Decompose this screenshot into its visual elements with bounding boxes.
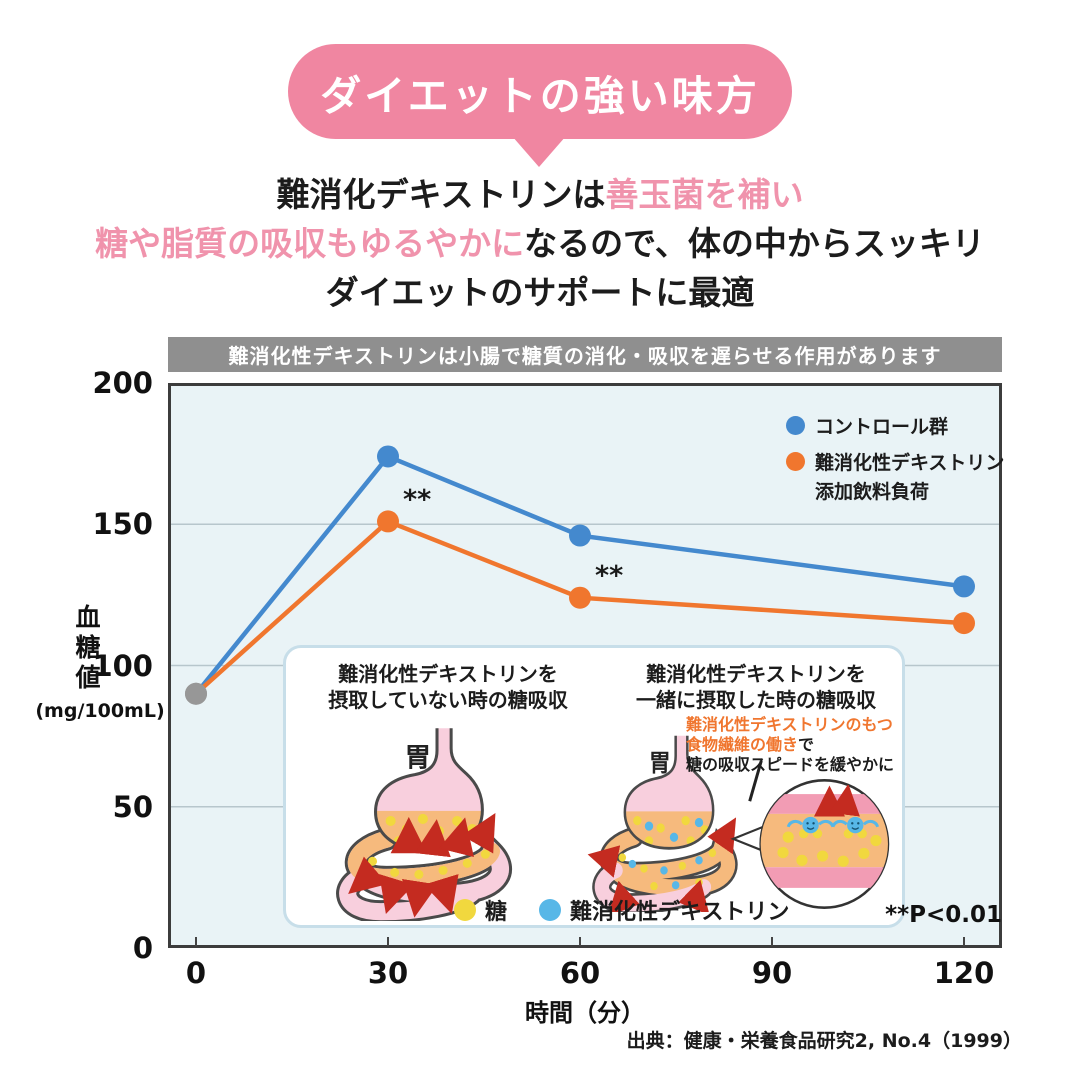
legend-label-dextrin-line1: 難消化性デキストリン bbox=[815, 452, 1005, 474]
dextrin-creature-right bbox=[831, 816, 880, 834]
stomach-illustration-with-dextrin: 胃 bbox=[587, 735, 738, 912]
banner-pointer-triangle bbox=[512, 136, 566, 167]
x-axis-tick-label: 0 bbox=[185, 956, 207, 990]
inset-right-title-line1: 難消化性デキストリンを bbox=[646, 662, 866, 686]
dextrin-callout-text: 難消化性デキストリンのもつ 食物繊維の働きで 糖の吸収スピードを緩やかに bbox=[686, 715, 894, 775]
inset-legend: 糖 難消化性デキストリン bbox=[454, 894, 789, 926]
x-axis-title: 時間（分） bbox=[525, 999, 645, 1027]
significance-note: **P<0.01 bbox=[885, 902, 1002, 928]
y-axis-tick-label: 150 bbox=[92, 507, 153, 542]
intro-line1-highlight: 善玉菌を補い bbox=[605, 175, 804, 214]
dextrin-series-dot-icon bbox=[786, 452, 805, 471]
inset-left-title: 難消化性デキストリンを 摂取していない時の糖吸収 bbox=[298, 661, 598, 713]
callout-black-line2: 糖の吸収スピードを緩やかに bbox=[686, 755, 895, 774]
mechanism-inset: 難消化性デキストリンを 摂取していない時の糖吸収 難消化性デキストリンを 一緒に… bbox=[283, 645, 905, 928]
inset-left-title-line2: 摂取していない時の糖吸収 bbox=[328, 688, 568, 712]
callout-orange-line2: 食物繊維の働き bbox=[686, 735, 799, 754]
magnified-intestine-circle bbox=[730, 779, 890, 909]
y-axis-tick-label: 100 bbox=[92, 648, 153, 683]
control-series-dot-icon bbox=[786, 416, 805, 435]
y-axis-unit: (mg/100mL) bbox=[35, 700, 165, 722]
inset-legend-sugar-label: 糖 bbox=[485, 900, 508, 925]
stomach-illustration-without-dextrin: 胃 bbox=[336, 728, 512, 921]
callout-black-suffix: で bbox=[798, 735, 815, 754]
slowed-absorption-arrows bbox=[813, 783, 860, 817]
intro-line1-black: 難消化デキストリンは bbox=[276, 175, 606, 214]
svg-text:**: ** bbox=[403, 484, 431, 515]
y-axis-tick-label: 200 bbox=[92, 366, 153, 400]
y-axis-title: 血糖値 bbox=[72, 604, 101, 694]
sugar-dot-icon bbox=[454, 899, 476, 921]
stomach-label: 胃 bbox=[405, 744, 431, 774]
inset-legend-dextrin-label: 難消化性デキストリン bbox=[570, 900, 790, 925]
source-citation: 出典：健康・栄養食品研究2, No.4（1999） bbox=[626, 1030, 1022, 1052]
y-axis-tick-label: 0 bbox=[132, 931, 153, 965]
intro-line-1: 難消化デキストリンは善玉菌を補い bbox=[0, 170, 1080, 219]
legend-label-control: コントロール群 bbox=[815, 416, 949, 438]
title-banner-label: ダイエットの強い味方 bbox=[320, 71, 760, 120]
stomach-label: 胃 bbox=[649, 750, 671, 777]
legend-item-dextrin: 難消化性デキストリン bbox=[786, 448, 1004, 475]
intro-text: 難消化デキストリンは善玉菌を補い 糖や脂質の吸収もゆるやかになるので、体の中から… bbox=[0, 170, 1080, 317]
stomach-outline bbox=[623, 735, 715, 850]
dextrin-dot-icon bbox=[539, 899, 562, 921]
x-axis-tick-label: 90 bbox=[751, 956, 793, 990]
x-axis-tick-label: 30 bbox=[367, 956, 409, 990]
chart-title-bar: 難消化性デキストリンは小腸で糖質の消化・吸収を遅らせる作用があります bbox=[168, 337, 1002, 372]
x-axis-tick-label: 120 bbox=[933, 956, 995, 990]
legend-item-control: コントロール群 bbox=[786, 412, 1004, 439]
inset-right-title-line2: 一緒に摂取した時の糖吸収 bbox=[636, 688, 876, 712]
callout-orange-line1: 難消化性デキストリンのもつ bbox=[686, 715, 893, 734]
y-axis-tick-label: 50 bbox=[112, 789, 153, 824]
intro-line2-black: なるので、体の中からスッキリ bbox=[524, 224, 985, 263]
inset-right-title: 難消化性デキストリンを 一緒に摂取した時の糖吸収 bbox=[614, 661, 898, 713]
x-axis-tick-label: 60 bbox=[559, 956, 601, 990]
chart-title: 難消化性デキストリンは小腸で糖質の消化・吸収を遅らせる作用があります bbox=[228, 344, 942, 368]
title-banner: ダイエットの強い味方 bbox=[288, 44, 792, 139]
intro-line3-black: ダイエットのサポートに最適 bbox=[325, 273, 755, 312]
intro-line2-highlight: 糖や脂質の吸収もゆるやかに bbox=[95, 224, 525, 263]
intro-line-3: ダイエットのサポートに最適 bbox=[0, 268, 1080, 317]
absorption-arrows-reduced bbox=[587, 817, 737, 912]
inset-left-title-line1: 難消化性デキストリンを bbox=[338, 662, 558, 686]
intro-line-2: 糖や脂質の吸収もゆるやかになるので、体の中からスッキリ bbox=[0, 219, 1080, 268]
chart-legend: コントロール群 難消化性デキストリン 添加飲料負荷 bbox=[786, 412, 1004, 504]
svg-text:**: ** bbox=[595, 561, 623, 592]
intestinal-wall-layers bbox=[760, 783, 888, 888]
absorption-arrows bbox=[348, 813, 496, 918]
legend-label-dextrin-line2: 添加飲料負荷 bbox=[815, 481, 930, 503]
